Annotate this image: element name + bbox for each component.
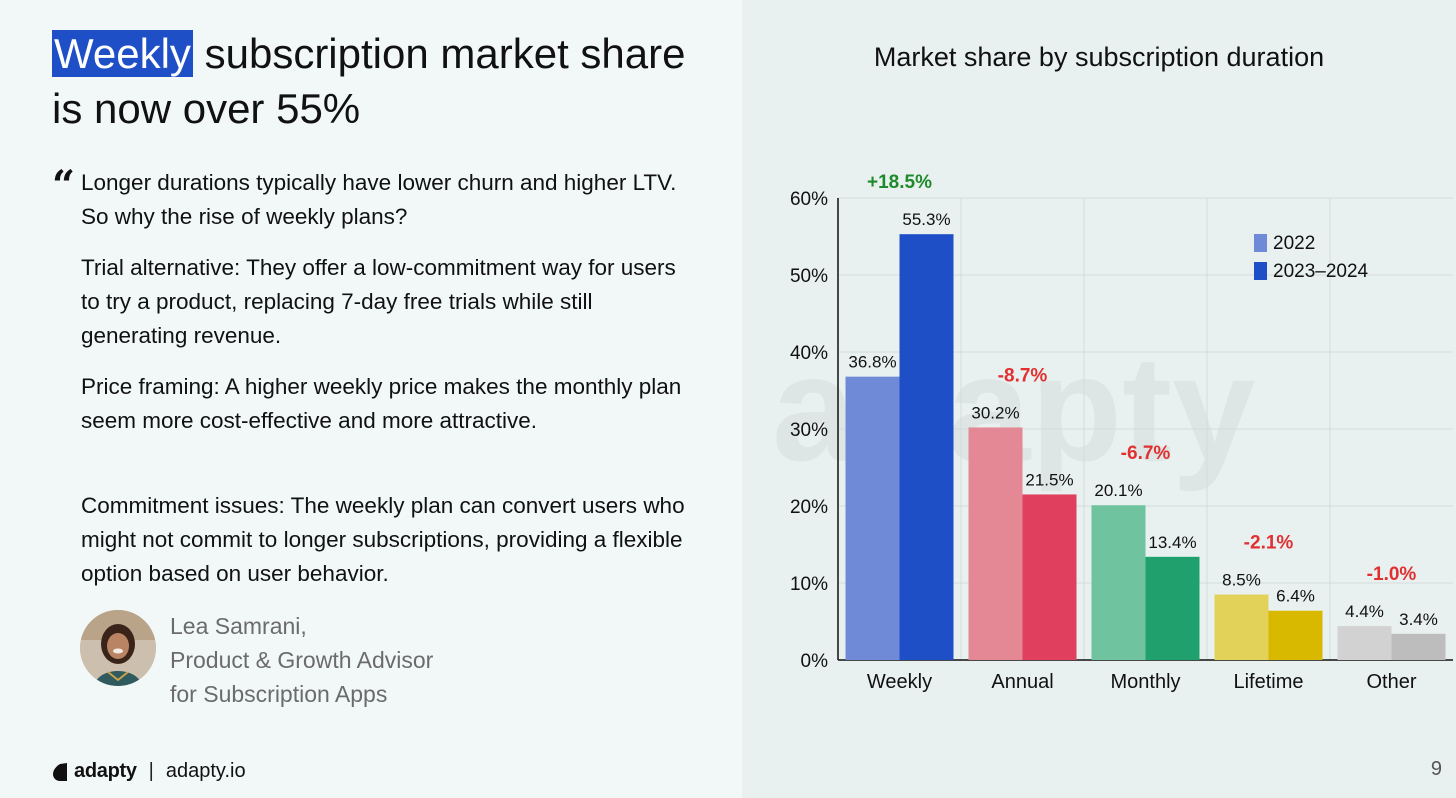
author-photo-icon [80, 610, 156, 686]
bar-annual-series-1 [968, 427, 1023, 660]
y-tick-label: 10% [790, 574, 828, 595]
bar-lifetime-series-1 [1214, 594, 1269, 660]
author-org: for Subscription Apps [170, 681, 388, 707]
change-label: -8.7% [998, 365, 1048, 386]
bar-monthly-series-2 [1145, 556, 1200, 660]
bar-value-label: 6.4% [1276, 587, 1315, 606]
author-avatar [80, 610, 156, 686]
quote-paragraph-3: Price framing: A higher weekly price mak… [81, 374, 682, 433]
change-label: +18.5% [867, 172, 932, 193]
bar-lifetime-series-2 [1268, 610, 1323, 660]
quote-paragraph-4: Commitment issues: The weekly plan can c… [81, 493, 685, 586]
bar-value-label: 3.4% [1399, 610, 1438, 629]
bar-value-label: 8.5% [1222, 571, 1261, 590]
author-name: Lea Samrani, [170, 613, 307, 639]
bar-chart: adapty0%10%20%30%40%50%60%36.8%55.3%+18.… [772, 172, 1453, 693]
headline-rest: subscription market share is now over 55… [52, 30, 686, 132]
legend-label: 2023–2024 [1273, 261, 1369, 282]
x-tick-label: Other [1366, 671, 1416, 693]
headline-highlight: Weekly [52, 30, 193, 77]
bar-value-label: 4.4% [1345, 602, 1384, 621]
x-tick-label: Weekly [867, 671, 932, 693]
quote-paragraph-2: Trial alternative: They offer a low-comm… [81, 255, 676, 348]
bar-other-series-2 [1391, 633, 1446, 660]
x-tick-label: Lifetime [1233, 671, 1303, 693]
y-tick-label: 30% [790, 420, 828, 441]
change-label: -2.1% [1244, 533, 1294, 554]
bar-value-label: 13.4% [1148, 533, 1196, 552]
author-role: Product & Growth Advisor [170, 647, 434, 673]
x-tick-label: Monthly [1110, 671, 1180, 693]
bar-annual-series-2 [1022, 494, 1077, 660]
x-tick-label: Annual [991, 671, 1053, 693]
bar-value-label: 36.8% [848, 353, 896, 372]
legend-swatch [1254, 234, 1267, 252]
y-tick-label: 40% [790, 343, 828, 364]
bar-weekly-series-2 [899, 234, 954, 660]
bar-value-label: 20.1% [1094, 481, 1142, 500]
chart-panel: Market share by subscription duration ad… [742, 0, 1456, 798]
y-tick-label: 60% [790, 189, 828, 210]
footer-brand: adapty [74, 760, 137, 782]
footer: adapty | adapty.io [52, 760, 246, 783]
y-tick-label: 20% [790, 497, 828, 518]
bar-weekly-series-1 [845, 376, 900, 660]
bar-value-label: 30.2% [971, 403, 1019, 422]
author-block: Lea Samrani, Product & Growth Advisor fo… [170, 609, 433, 711]
chart-title: Market share by subscription duration [873, 42, 1325, 72]
bar-other-series-1 [1337, 626, 1392, 660]
adapty-logo-icon [53, 762, 67, 781]
headline: Weekly subscription market share is now … [52, 26, 712, 136]
quote-mark-icon: “ [52, 162, 76, 209]
quote-paragraph-1: Longer durations typically have lower ch… [81, 170, 677, 229]
change-label: -6.7% [1121, 443, 1171, 464]
footer-separator: | [148, 760, 154, 782]
left-panel: Weekly subscription market share is now … [52, 26, 712, 783]
bar-monthly-series-1 [1091, 505, 1146, 660]
legend-swatch [1254, 262, 1267, 280]
footer-site[interactable]: adapty.io [165, 760, 246, 782]
change-label: -1.0% [1367, 564, 1417, 585]
bar-value-label: 55.3% [902, 210, 950, 229]
page-number: 9 [1430, 758, 1442, 780]
bar-value-label: 21.5% [1025, 470, 1073, 489]
y-tick-label: 0% [801, 651, 829, 672]
legend-label: 2022 [1273, 233, 1315, 254]
y-tick-label: 50% [790, 266, 828, 287]
